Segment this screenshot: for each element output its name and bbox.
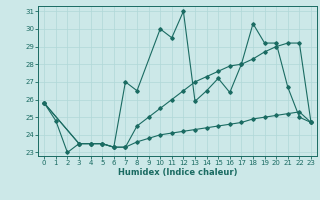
- X-axis label: Humidex (Indice chaleur): Humidex (Indice chaleur): [118, 168, 237, 177]
